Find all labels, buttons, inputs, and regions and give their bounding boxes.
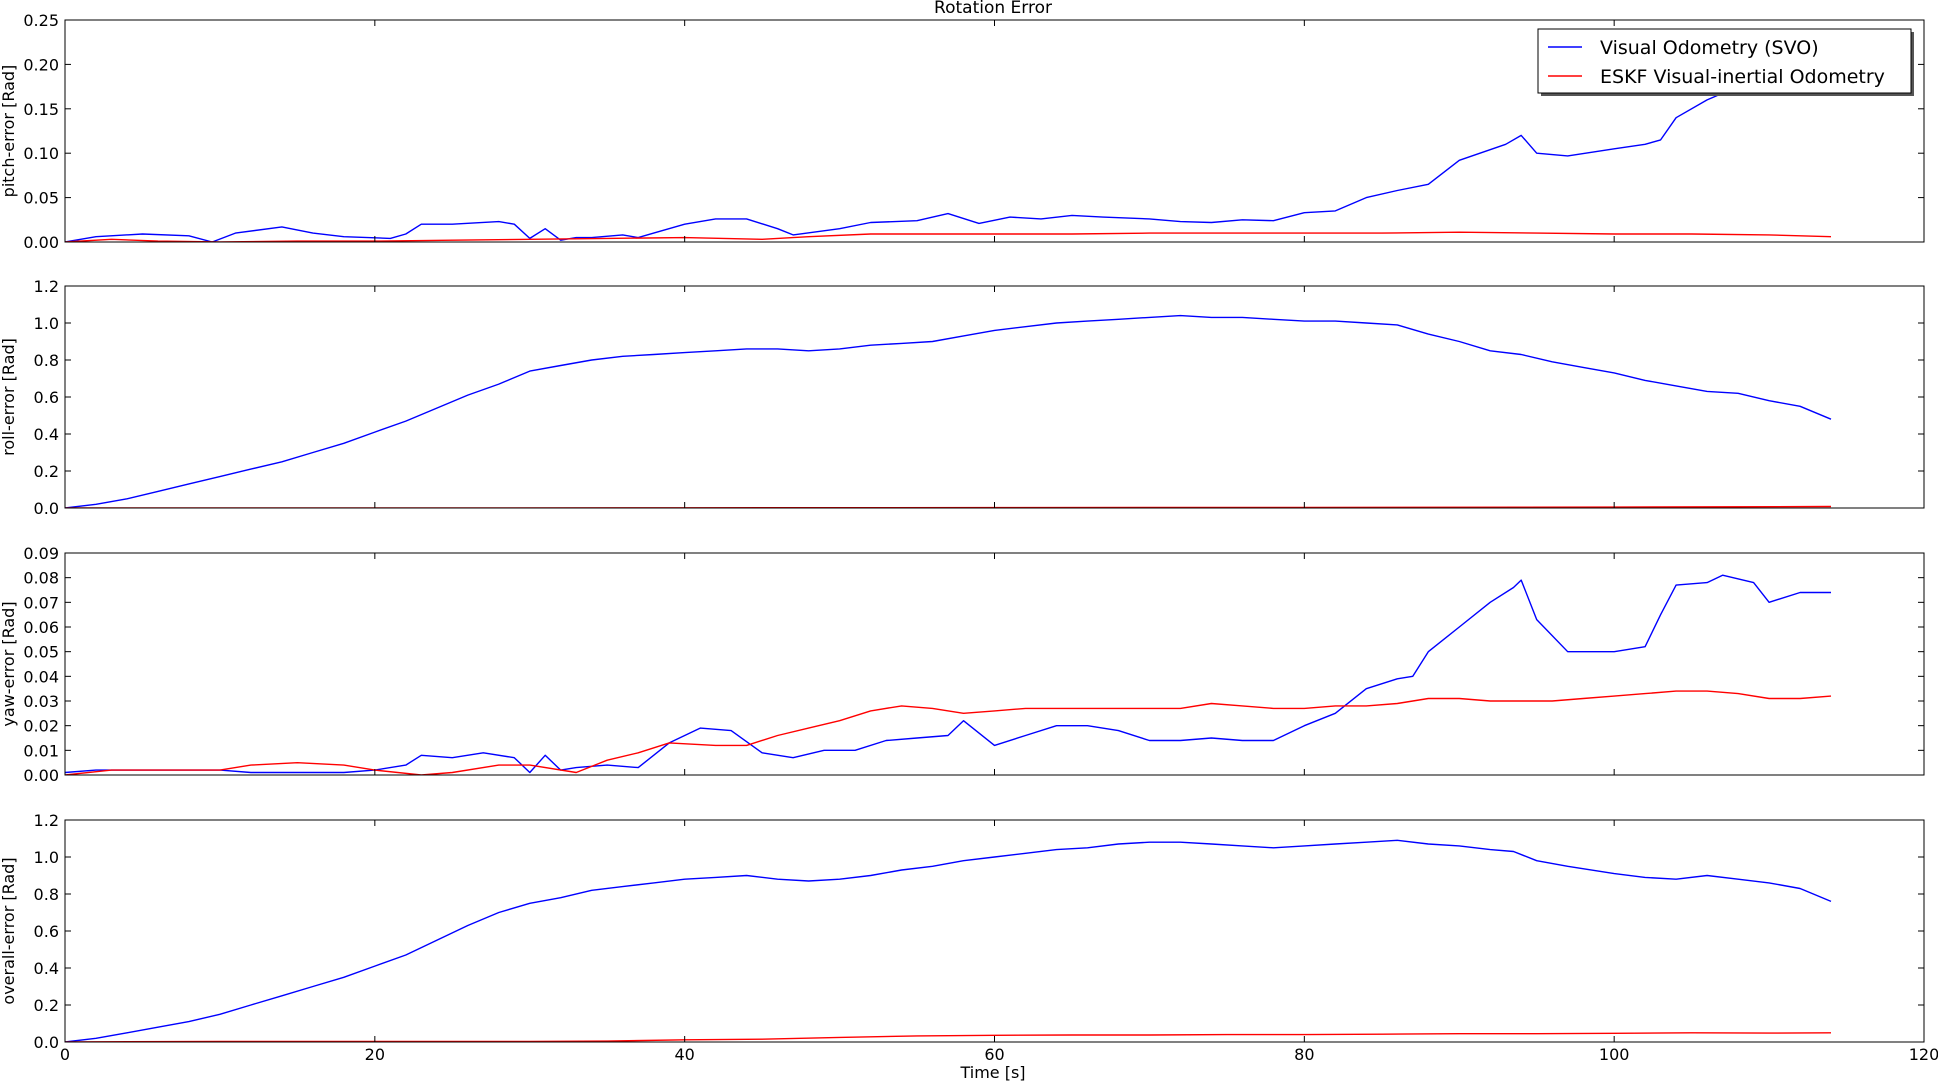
y-tick-label: 0.20 <box>23 55 59 74</box>
y-tick-label: 0.02 <box>23 717 59 736</box>
y-tick-label: 0.4 <box>34 959 59 978</box>
subplot-2: 0.0 0.2 0.4 0.6 0.8 1.0 1.2 roll-error [Rad] <box>0 277 1925 518</box>
svo-series-line-3 <box>65 574 1831 774</box>
y-tick-label: 0.05 <box>23 189 59 208</box>
x-tick-label: 20 <box>365 1045 385 1064</box>
x-tick-label: 100 <box>1599 1045 1630 1064</box>
eskf-series-line-1 <box>65 231 1832 242</box>
y-tick-label: 0.07 <box>23 593 59 612</box>
y-tick-label: 1.2 <box>34 811 59 830</box>
y-tick-label: 1.0 <box>34 314 59 333</box>
y-tick-label: 0.10 <box>23 144 59 163</box>
x-tick-label: 60 <box>984 1045 1004 1064</box>
svo-series-line-1 <box>65 77 1754 242</box>
y-tick-label: 0.08 <box>23 569 59 588</box>
y-tick-label: 0.01 <box>23 741 59 760</box>
subplot-4: 0.0 0.2 0.4 0.6 0.8 1.0 1.2 0 20 40 60 80 100 120 over… <box>0 811 1938 1064</box>
y-tick-label: 0.04 <box>23 667 59 686</box>
y-tick-label: 0.06 <box>23 618 59 637</box>
y-tick-label: 1.2 <box>34 277 59 296</box>
y-tick-label: 0.2 <box>34 462 59 481</box>
legend-box <box>1537 28 1912 94</box>
svo-series-line-4 <box>65 839 1832 1042</box>
legend-entry-label: Visual Odometry (SVO) <box>1600 37 1819 59</box>
y-axis-label: pitch-error [Rad] <box>0 65 18 198</box>
y-tick-label: 0.6 <box>34 388 59 407</box>
y-tick-label: 0.00 <box>23 233 59 252</box>
chart-title: Rotation Error <box>934 0 1052 18</box>
x-tick-label: 40 <box>674 1045 694 1064</box>
y-tick-label: 0.4 <box>34 425 59 444</box>
x-tick-label: 80 <box>1294 1045 1314 1064</box>
y-tick-label: 0.03 <box>23 692 59 711</box>
y-tick-label: 0.0 <box>34 1033 59 1052</box>
y-tick-label: 0.25 <box>23 11 59 30</box>
legend: Visual Odometry (SVO) ESKF Visual-inertia… <box>1537 28 1914 96</box>
y-tick-label: 0.0 <box>34 499 59 518</box>
x-tick-label: 120 <box>1909 1045 1938 1064</box>
y-tick-label: 0.00 <box>23 766 59 785</box>
y-axis-label: roll-error [Rad] <box>0 338 18 456</box>
y-tick-label: 0.15 <box>23 100 59 119</box>
y-axis-label: yaw-error [Rad] <box>0 601 18 726</box>
plot-frame <box>64 819 1925 1043</box>
eskf-series-line-3 <box>65 690 1832 775</box>
y-tick-label: 0.8 <box>34 351 59 370</box>
subplot-1: 0.00 0.05 0.10 0.15 0.20 0.25 pitch-error [Rad… <box>0 11 1925 252</box>
plot-frame <box>64 285 1925 509</box>
x-axis-label: Time [s] <box>959 1063 1025 1082</box>
legend-entry-label: ESKF Visual-inertial Odometry <box>1600 66 1885 88</box>
y-tick-label: 0.05 <box>23 643 59 662</box>
svo-series-line-2 <box>65 314 1832 508</box>
y-axis-label: overall-error [Rad] <box>0 857 18 1004</box>
y-tick-label: 1.0 <box>34 848 59 867</box>
y-tick-label: 0.6 <box>34 922 59 941</box>
subplot-3: 0.00 0.01 0.02 0.03 0.04 0.05 0.06 0.07 0.08 0.09… <box>0 544 1925 785</box>
x-tick-label: 0 <box>60 1045 70 1064</box>
eskf-series-line-4 <box>65 1032 1832 1042</box>
y-tick-label: 0.8 <box>34 885 59 904</box>
plot-frame <box>64 552 1925 776</box>
y-tick-label: 0.2 <box>34 996 59 1015</box>
y-tick-label: 0.09 <box>23 544 59 563</box>
